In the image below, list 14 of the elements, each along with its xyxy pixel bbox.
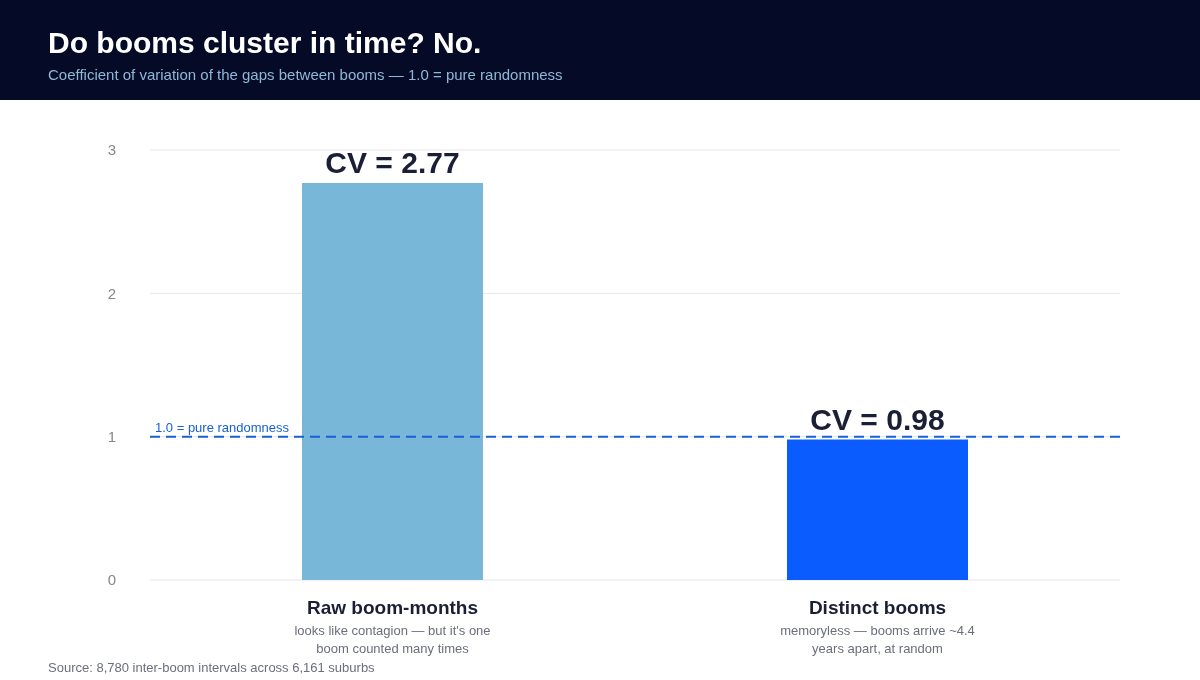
data-label: CV = 2.77 bbox=[325, 145, 460, 179]
chart-subtitle: Coefficient of variation of the gaps between booms — 1.0 = pure randomness bbox=[48, 66, 564, 83]
y-tick-label: 3 bbox=[107, 141, 117, 159]
ref-line-label: 1.0 = pure randomness bbox=[155, 419, 290, 435]
y-tick-label: 1 bbox=[107, 427, 117, 445]
y-tick-label: 0 bbox=[107, 571, 117, 589]
chart-title: Do booms cluster in time? No. bbox=[48, 26, 483, 60]
x-tick-label: Raw boom-months bbox=[307, 597, 478, 618]
text: looks like contagion — but it's one boom counted many times bbox=[293, 622, 492, 658]
x-tick-label: Distinct booms bbox=[808, 597, 947, 618]
data-label: CV = 0.98 bbox=[810, 402, 945, 436]
y-tick-label: 2 bbox=[107, 284, 117, 302]
source-note: Source: 8,780 inter-boom intervals across 6,161 suburbs bbox=[48, 660, 375, 675]
text: memoryless — booms arrive ~4.4 years apart, at random bbox=[779, 622, 976, 658]
